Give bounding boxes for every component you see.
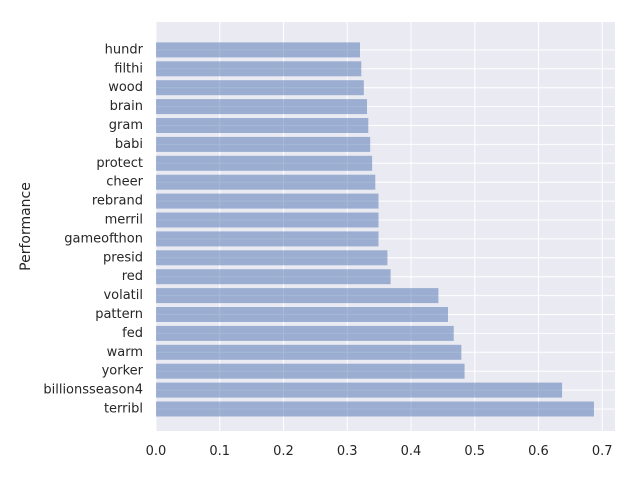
bar-pattern xyxy=(156,307,448,322)
y-tick-label: filthi xyxy=(114,61,143,76)
bar-hundr xyxy=(156,42,360,57)
y-tick-labels: terribl billionsseason4 yorker warm fed patte… xyxy=(43,42,143,416)
y-tick-label: volatil xyxy=(103,288,143,303)
bar-wood xyxy=(156,80,364,95)
bar-filthi xyxy=(156,61,361,76)
x-tick-label: 0.5 xyxy=(464,444,485,459)
x-tick-label: 0.4 xyxy=(401,444,422,459)
x-tick-label: 0.6 xyxy=(528,444,549,459)
x-tick-label: 0.2 xyxy=(273,444,294,459)
bar-red xyxy=(156,269,391,284)
x-tick-label: 0.3 xyxy=(337,444,358,459)
bar-billionsseason4 xyxy=(156,383,562,398)
x-tick-label: 0.1 xyxy=(209,444,230,459)
y-tick-label: brain xyxy=(110,99,143,114)
y-tick-label: presid xyxy=(103,250,143,265)
bar-gameofthon xyxy=(156,231,378,246)
y-tick-label: billionsseason4 xyxy=(43,383,143,398)
y-tick-label: fed xyxy=(122,326,143,341)
x-tick-label: 0.7 xyxy=(592,444,613,459)
bar-protect xyxy=(156,156,372,171)
bar-babi xyxy=(156,137,370,152)
bar-terribl xyxy=(156,402,594,417)
bar-warm xyxy=(156,345,461,360)
bar-brain xyxy=(156,99,367,114)
y-tick-label: gameofthon xyxy=(64,231,143,246)
y-tick-label: yorker xyxy=(102,364,144,379)
bar-presid xyxy=(156,250,387,265)
y-tick-label: cheer xyxy=(106,175,143,190)
bar-fed xyxy=(156,326,454,341)
y-tick-label: warm xyxy=(107,345,143,360)
x-tick-labels: 0.0 0.1 0.2 0.3 0.4 0.5 0.6 0.7 xyxy=(146,444,613,459)
y-tick-label: protect xyxy=(96,156,143,171)
y-tick-label: pattern xyxy=(95,307,143,322)
y-tick-label: babi xyxy=(115,137,143,152)
bar-gram xyxy=(156,118,368,133)
y-tick-label: red xyxy=(122,269,143,284)
y-tick-label: wood xyxy=(108,80,143,95)
y-tick-label: hundr xyxy=(105,42,144,57)
bar-rebrand xyxy=(156,194,378,209)
y-tick-label: terribl xyxy=(104,402,143,417)
bar-yorker xyxy=(156,364,465,379)
y-axis-label: Performance xyxy=(18,182,34,271)
bar-cheer xyxy=(156,175,375,190)
x-tick-label: 0.0 xyxy=(146,444,167,459)
bar-volatil xyxy=(156,288,438,303)
y-tick-label: merril xyxy=(105,213,143,228)
y-tick-label: rebrand xyxy=(92,194,143,209)
y-tick-label: gram xyxy=(109,118,143,133)
bar-merril xyxy=(156,213,378,228)
